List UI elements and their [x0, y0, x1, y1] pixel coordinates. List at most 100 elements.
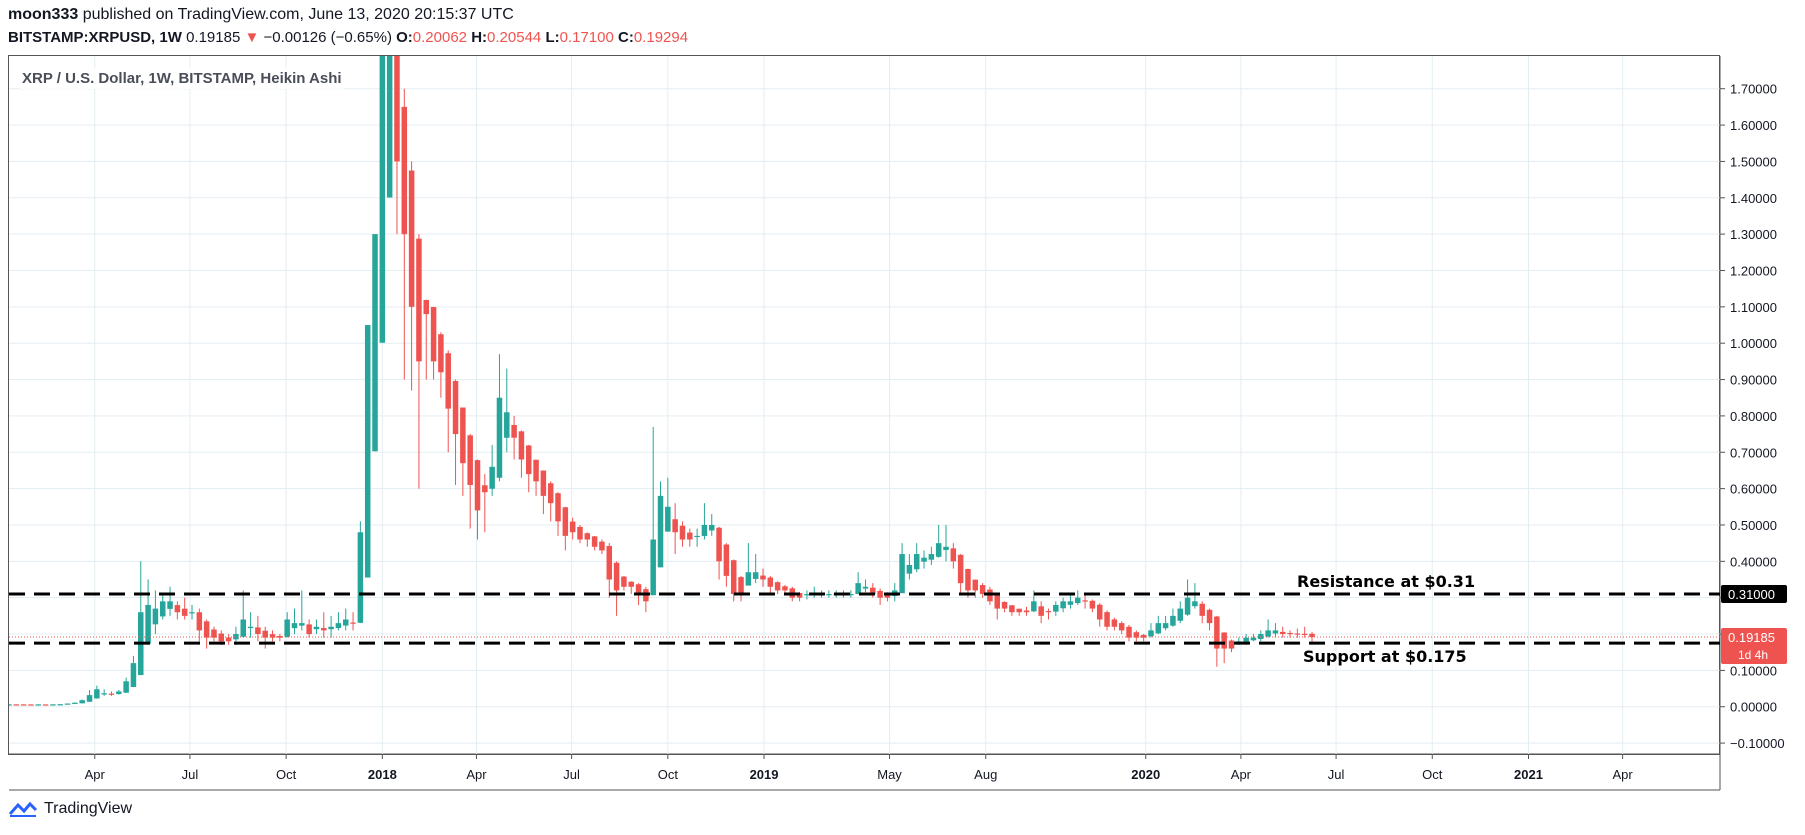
- candle-body: [108, 693, 115, 695]
- y-tick-label: 0.90000: [1730, 373, 1777, 388]
- y-tick-label: 0.80000: [1730, 409, 1777, 424]
- candle-body: [657, 495, 664, 568]
- candle-body: [855, 583, 861, 595]
- candle-body: [569, 521, 576, 533]
- candle-body: [1009, 605, 1015, 613]
- candle-body: [225, 637, 232, 642]
- candle-body: [64, 703, 71, 705]
- candle-body: [562, 507, 569, 536]
- candle-body: [1228, 640, 1235, 649]
- candle-body: [79, 700, 85, 704]
- candle-body: [328, 626, 334, 630]
- candle-body: [621, 576, 627, 587]
- candle-body: [1265, 630, 1271, 637]
- x-tick-label: Apr: [1612, 767, 1633, 782]
- candle-body: [1162, 623, 1169, 629]
- y-tick-label: 0.50000: [1730, 518, 1777, 533]
- last-price: 0.19185: [186, 29, 241, 46]
- candle-body: [606, 545, 613, 580]
- candle-body: [577, 526, 583, 540]
- candle-body: [547, 483, 554, 504]
- author-name[interactable]: moon333: [8, 6, 79, 23]
- candle-body: [782, 586, 788, 591]
- candle-body: [167, 601, 173, 609]
- candle-body: [1199, 603, 1205, 616]
- candle-body: [994, 595, 1000, 609]
- candle-body: [906, 564, 913, 574]
- candle-body: [848, 594, 854, 596]
- candle-body: [72, 702, 78, 704]
- x-tick-label: Oct: [1422, 767, 1443, 782]
- candle-body: [218, 633, 225, 642]
- resistance-label: Resistance at $0.31: [1297, 572, 1475, 591]
- support-label: Support at $0.175: [1303, 647, 1467, 666]
- candle-body: [584, 533, 591, 540]
- candle-body: [1301, 633, 1308, 635]
- candle-body: [1133, 632, 1140, 638]
- candle-body: [1060, 601, 1066, 609]
- candle-body: [1075, 597, 1081, 604]
- candle-body: [1272, 630, 1279, 634]
- x-tick-label: 2018: [368, 767, 397, 782]
- candle-body: [423, 300, 430, 315]
- candle-body: [672, 519, 678, 533]
- candle-body: [913, 554, 920, 570]
- candle-body: [196, 612, 203, 631]
- candle-body: [438, 334, 444, 373]
- candle-body: [1294, 633, 1301, 635]
- candle-body: [86, 695, 93, 702]
- footer-brand[interactable]: TradingView: [8, 800, 132, 818]
- candle-body: [9, 704, 12, 706]
- candle-body: [1126, 626, 1132, 638]
- candle-body: [1184, 597, 1191, 615]
- candle-body: [445, 353, 451, 409]
- candle-body: [335, 623, 342, 628]
- y-tick-label: 0.10000: [1730, 663, 1777, 678]
- candle-body: [313, 626, 320, 630]
- candle-body: [1096, 604, 1103, 620]
- candle-body: [533, 459, 539, 482]
- y-tick-label: 1.60000: [1730, 118, 1777, 133]
- candle-body: [247, 626, 254, 629]
- candle-body: [679, 525, 686, 540]
- candle-body: [804, 594, 810, 596]
- candle-body: [1170, 615, 1176, 626]
- candle-body: [555, 493, 561, 522]
- y-tick-label: 1.30000: [1730, 227, 1777, 242]
- y-tick-label: 1.70000: [1730, 82, 1777, 97]
- candle-body: [1067, 601, 1074, 605]
- candle-body: [1118, 623, 1125, 631]
- candle-body: [518, 431, 525, 460]
- candle-body: [957, 554, 964, 584]
- x-tick-label: 2020: [1131, 767, 1160, 782]
- candle-body: [1001, 602, 1008, 609]
- candle-body: [862, 586, 869, 589]
- candle-body: [189, 612, 195, 614]
- candle-body: [760, 575, 766, 580]
- candle-body: [965, 568, 971, 591]
- candle-body: [540, 470, 547, 496]
- candle-body: [1148, 630, 1154, 637]
- candle-body: [716, 527, 722, 562]
- candle-body: [408, 170, 415, 307]
- x-tick-label: 2019: [750, 767, 779, 782]
- candle-body: [950, 548, 957, 562]
- candle-body: [1309, 633, 1315, 638]
- candle-body: [943, 546, 949, 551]
- close-label: C:: [618, 29, 634, 46]
- candle-body: [665, 506, 671, 532]
- candle-body: [321, 627, 327, 631]
- y-tick-label: 0.60000: [1730, 482, 1777, 497]
- candle-body: [42, 704, 49, 706]
- candle-body: [752, 572, 759, 579]
- x-tick-label: Oct: [276, 767, 297, 782]
- symbol-ohlc-bar: BITSTAMP:XRPUSD, 1W 0.19185 ▼ −0.00126 (…: [8, 29, 688, 46]
- candle-body: [504, 412, 510, 438]
- candle-body: [94, 689, 100, 699]
- candle-body: [738, 577, 744, 595]
- candle-body: [979, 585, 986, 595]
- candle-body: [284, 619, 290, 637]
- y-tick-label: 1.40000: [1730, 191, 1777, 206]
- candle-body: [28, 704, 34, 706]
